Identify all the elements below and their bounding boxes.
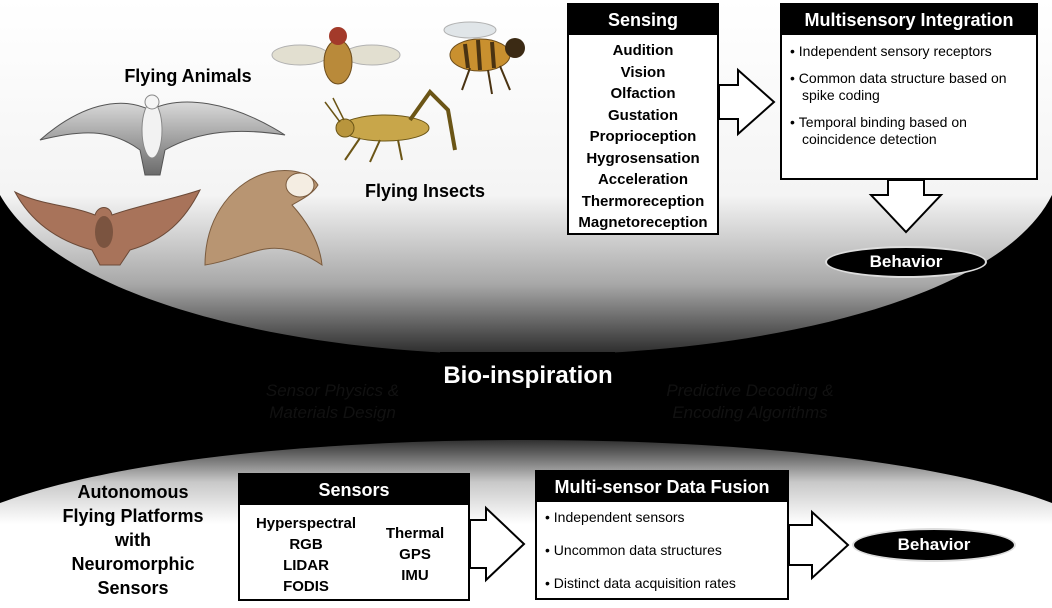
- sensor-item: Thermal: [385, 525, 445, 542]
- multisensory-integration-box: Multisensory Integration Independent sen…: [780, 3, 1038, 180]
- arrow-sensing-to-integration: [718, 67, 776, 137]
- owl-illustration: [204, 170, 323, 267]
- bio-inspiration-arrow: [416, 352, 640, 440]
- integration-bullet: Independent sensory receptors: [790, 43, 1028, 60]
- integration-title: Multisensory Integration: [782, 5, 1036, 35]
- sensor-item: RGB: [289, 536, 323, 553]
- right-caption-line: Predictive Decoding &: [666, 381, 834, 400]
- behavior-oval-bottom: Behavior: [852, 528, 1016, 562]
- sensors-col1: Hyperspectral RGB LIDAR FODIS: [246, 513, 366, 597]
- fusion-bullet: Distinct data acquisition rates: [545, 575, 779, 592]
- sensing-item: Vision: [620, 63, 666, 81]
- sensor-item: Hyperspectral: [255, 515, 357, 532]
- sensor-item: IMU: [401, 567, 429, 584]
- platform-label-line: Neuromorphic: [71, 554, 195, 574]
- fusion-title: Multi-sensor Data Fusion: [537, 472, 787, 502]
- fusion-bullet: Uncommon data structures: [545, 542, 779, 559]
- sensing-item: Magnetoreception: [578, 214, 708, 231]
- sensing-list: Audition Vision Olfaction Gustation Prop…: [569, 35, 717, 234]
- bat-illustration: [13, 189, 201, 266]
- sensing-item: Hygrosensation: [586, 149, 700, 167]
- seagull-illustration: [39, 94, 286, 176]
- platform-label-line: Sensors: [97, 578, 169, 598]
- arrow-sensors-to-fusion: [469, 505, 526, 583]
- left-caption-line: Sensor Physics &: [265, 381, 400, 400]
- platform-label-line: with: [115, 530, 151, 550]
- arrow-integration-to-behavior: [868, 179, 944, 234]
- integration-list: Independent sensory receptors Common dat…: [782, 35, 1036, 148]
- sensing-item: Thermoreception: [581, 192, 705, 210]
- sensor-item: FODIS: [283, 578, 329, 595]
- sensing-box: Sensing Audition Vision Olfaction Gustat…: [567, 3, 719, 235]
- sensing-item: Olfaction: [610, 85, 676, 102]
- left-caption-line: Materials Design: [269, 403, 396, 422]
- integration-bullet: Temporal binding based on coincidence de…: [790, 114, 1028, 148]
- sensor-item: GPS: [399, 546, 431, 563]
- sensing-item: Proprioception: [589, 128, 697, 145]
- right-caption-line: Encoding Algorithms: [672, 403, 828, 422]
- sensor-item: LIDAR: [283, 557, 329, 574]
- platform-label-line: Autonomous: [77, 482, 189, 502]
- sensing-item: Gustation: [608, 106, 678, 124]
- sensors-title: Sensors: [240, 475, 468, 505]
- sensing-item: Acceleration: [597, 171, 689, 188]
- bio-inspiration-label: Bio-inspiration: [443, 362, 613, 389]
- fusion-list: Independent sensors Uncommon data struct…: [537, 502, 787, 592]
- grasshopper-illustration: [324, 88, 457, 163]
- behavior-oval-top: Behavior: [825, 246, 987, 278]
- integration-bullet: Common data structure based on spike cod…: [790, 70, 1028, 104]
- right-caption: Predictive Decoding & Encoding Algorithm…: [640, 380, 860, 424]
- arrow-fusion-to-behavior: [788, 509, 850, 581]
- flying-insects-label: Flying Insects: [364, 181, 486, 201]
- bee-illustration: [443, 21, 525, 95]
- fusion-bullet: Independent sensors: [545, 509, 779, 526]
- sensors-col2: Thermal GPS IMU: [370, 523, 460, 586]
- sensing-title: Sensing: [569, 5, 717, 35]
- left-caption: Sensor Physics & Materials Design: [240, 380, 425, 424]
- platform-label-line: Flying Platforms: [62, 506, 204, 526]
- data-fusion-box: Multi-sensor Data Fusion Independent sen…: [535, 470, 789, 600]
- sensing-item: Audition: [612, 42, 674, 59]
- platform-label: Autonomous Flying Platforms with Neuromo…: [58, 480, 208, 600]
- flying-animals-label: Flying Animals: [124, 66, 252, 86]
- fruit-fly-illustration: [271, 27, 401, 85]
